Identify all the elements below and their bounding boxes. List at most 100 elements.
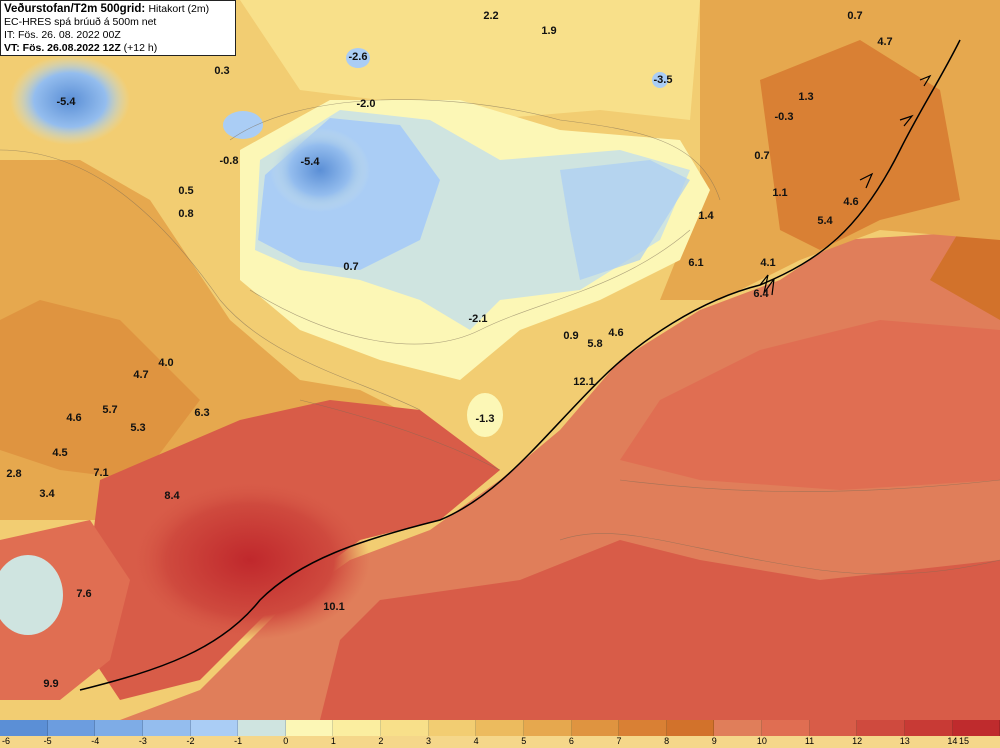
- temperature-label: 4.7: [133, 369, 149, 381]
- colorbar-segment: [762, 720, 810, 736]
- temperature-label: 12.1: [573, 376, 595, 388]
- colorbar-segment: [47, 720, 96, 736]
- colorbar-tick-label: 8: [664, 736, 670, 746]
- temperature-label: 4.7: [877, 36, 893, 48]
- cold-core-1: [270, 128, 370, 212]
- central-cold-east: [560, 160, 690, 280]
- temperature-label: 6.4: [753, 288, 769, 300]
- colorbar-segment: [190, 720, 239, 736]
- temperature-label: 7.6: [76, 588, 92, 600]
- colorbar-tick-label: 1: [330, 736, 336, 746]
- temperature-label: 0.9: [563, 330, 579, 342]
- temperature-label: 3.4: [39, 488, 55, 500]
- colorbar-tick-label: 2: [378, 736, 384, 746]
- colorbar-segment: [285, 720, 334, 736]
- temperature-label: 2.8: [6, 468, 22, 480]
- colorbar-segment: [523, 720, 572, 736]
- temperature-label: -0.8: [219, 155, 239, 167]
- temperature-label: 0.7: [847, 10, 863, 22]
- colorbar-tick-label: 9: [711, 736, 717, 746]
- cold-core-2: [10, 55, 130, 145]
- coastline-fjords: [759, 74, 932, 296]
- model-line: EC-HRES spá brúuð á 500m net: [4, 16, 157, 28]
- coastline: [79, 39, 961, 691]
- cold-core-sw: [0, 555, 63, 635]
- temperature-label: -0.3: [774, 111, 794, 123]
- colorbar-tick-label: -4: [91, 736, 100, 746]
- temperature-label: -5.4: [300, 156, 320, 168]
- temperature-label: -5.4: [56, 96, 76, 108]
- east-fjords-dark: [760, 40, 960, 250]
- colorbar-tick-label: 12: [852, 736, 863, 746]
- colorbar-segment: [571, 720, 620, 736]
- temperature-label: 4.0: [158, 357, 174, 369]
- temperature-label: 4.1: [760, 257, 776, 269]
- colorbar-segment: [904, 720, 953, 736]
- colorbar-segment: [714, 720, 762, 736]
- ocean-east-10: [620, 320, 1000, 490]
- colorbar-segment: [619, 720, 667, 736]
- colorbar-tick-label: 0: [283, 736, 289, 746]
- colorbar-segment: [428, 720, 477, 736]
- colorbar-tick-label: -2: [186, 736, 195, 746]
- temperature-label: 6.1: [688, 257, 704, 269]
- temperature-label: 0.5: [178, 185, 194, 197]
- temperature-label: -2.0: [356, 98, 376, 110]
- temperature-label: 1.3: [798, 91, 814, 103]
- temperature-label: 0.3: [214, 65, 230, 77]
- colorbar-tick-label: 6: [568, 736, 574, 746]
- title-box: Veðurstofan/T2m 500grid: Hitakort (2m) E…: [0, 0, 236, 56]
- colorbar-tick-label: 10: [756, 736, 767, 746]
- colorbar-segment: [333, 720, 381, 736]
- colorbar-tick-label: -5: [43, 736, 52, 746]
- cold-core-5: [652, 72, 668, 88]
- colorbar-tick-label: 13: [899, 736, 910, 746]
- west-darker: [0, 300, 200, 480]
- valid-time-line: VT: Fös. 26.08.2022 12Z (+12 h): [4, 42, 158, 54]
- temperature-label: 2.2: [483, 10, 499, 22]
- temperature-label: -1.3: [475, 413, 495, 425]
- temperature-label: 7.1: [93, 467, 109, 479]
- temperature-label: 10.1: [323, 601, 345, 613]
- temperature-label: 8.4: [164, 490, 180, 502]
- cold-core-4: [346, 48, 370, 68]
- temperature-label: -2.6: [348, 51, 368, 63]
- colorbar-tick-label: 7: [616, 736, 622, 746]
- colorbar-segment: [952, 720, 1000, 736]
- colorbar-tick-label: 4: [473, 736, 479, 746]
- temperature-label: 5.7: [102, 404, 118, 416]
- colorbar-tick-label: 14: [947, 736, 958, 746]
- colorbar-tick-label: 15: [958, 736, 970, 746]
- temperature-label: 0.8: [178, 208, 194, 220]
- temperature-map: [0, 0, 1000, 720]
- temperature-label: 5.3: [130, 422, 146, 434]
- colorbar-tick-label: -1: [234, 736, 243, 746]
- temperature-label: 1.1: [772, 187, 788, 199]
- cold-core-3: [223, 111, 263, 139]
- hot-core: [130, 480, 370, 640]
- cold-core-south: [467, 393, 503, 437]
- colorbar-tick-label: -6: [1, 736, 11, 746]
- temperature-label: 4.6: [608, 327, 624, 339]
- temperature-label: 4.6: [843, 196, 859, 208]
- colorbar-segment: [476, 720, 524, 736]
- title-line: Veðurstofan/T2m 500grid: Hitakort (2m): [4, 3, 210, 15]
- colorbar-segment: [666, 720, 715, 736]
- ocean-south-11: [320, 540, 1000, 720]
- temperature-label: 6.3: [194, 407, 210, 419]
- colorbar-ticks: -6 -5 -4 -3 -2 -1 0 1 2 3 4 5 6 7 8 9 10 11 12 13 14 15: [0, 736, 1000, 748]
- colorbar-segment: [857, 720, 905, 736]
- temperature-label: 1.9: [541, 25, 557, 37]
- temperature-label: 0.7: [754, 150, 770, 162]
- colorbar-tick-label: -3: [138, 736, 147, 746]
- temperature-label: 4.6: [66, 412, 82, 424]
- colorbar-segment: [95, 720, 143, 736]
- temperature-label: 1.4: [698, 210, 714, 222]
- colorbar-segment: [142, 720, 191, 736]
- temperature-label: 5.8: [587, 338, 603, 350]
- init-time-line: IT: Fös. 26. 08. 2022 00Z: [4, 29, 121, 41]
- colorbar-tick-label: 5: [521, 736, 527, 746]
- colorbar-segment: [381, 720, 429, 736]
- colorbar-segment: [809, 720, 858, 736]
- temperature-label: -3.5: [653, 74, 673, 86]
